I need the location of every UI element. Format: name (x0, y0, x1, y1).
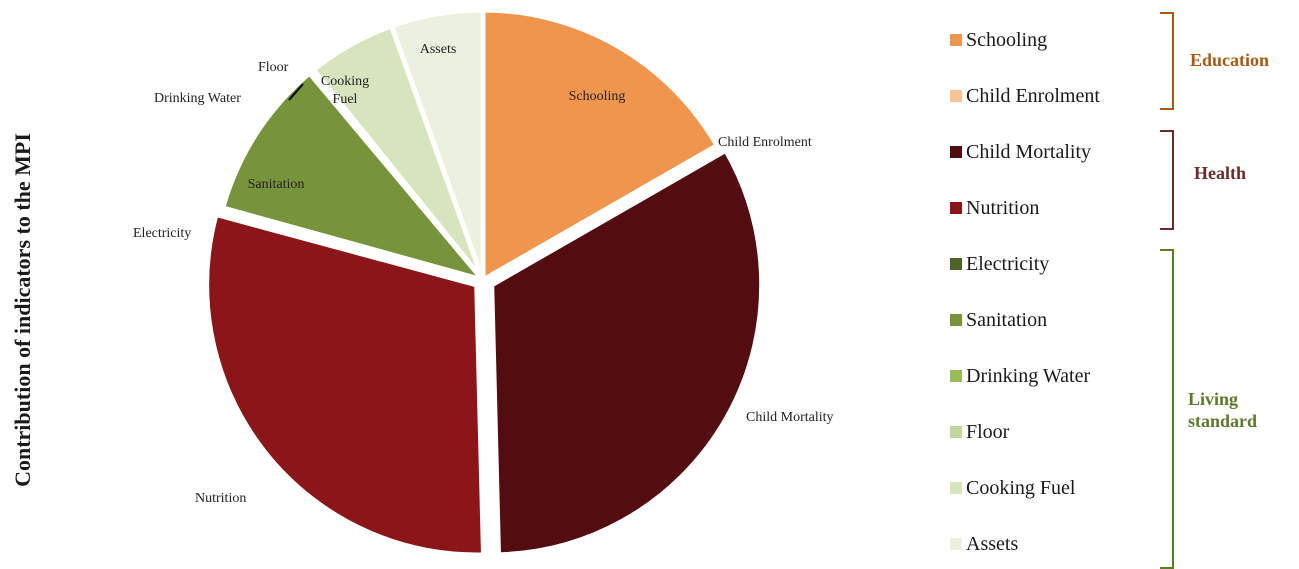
legend-label: Nutrition (966, 196, 1040, 219)
legend-item-sanitation: Sanitation (950, 305, 1047, 335)
group-label-living-standard: Living standard (1188, 389, 1258, 431)
legend-label: Child Mortality (966, 140, 1091, 163)
slice-label-drinking-water: Drinking Water (154, 91, 241, 106)
legend-swatch (950, 314, 962, 326)
group-label-education: Education (1190, 50, 1270, 70)
legend: Schooling Child Enrolment Child Mortality N… (950, 0, 1150, 565)
legend-swatch (950, 258, 962, 270)
legend-item-child-enrolment: Child Enrolment (950, 81, 1100, 111)
group-bracket-education (1160, 12, 1174, 110)
legend-label: Child Enrolment (966, 84, 1100, 107)
slice-label-cooking-fuel: Cooking Fuel (321, 74, 369, 107)
legend-item-assets: Assets (950, 529, 1018, 559)
legend-label: Sanitation (966, 308, 1048, 331)
slice-sanitation (219, 69, 491, 285)
slice-child-mortality (489, 146, 765, 558)
legend-item-electricity: Electricity (950, 249, 1049, 279)
legend-label: Floor (966, 420, 1010, 443)
slice-label-child-enrolment: Child Enrolment (718, 135, 812, 150)
legend-item-child-mortality: Child Mortality (950, 137, 1091, 167)
legend-swatch (950, 482, 962, 494)
group-bracket-health (1160, 130, 1174, 230)
slice-schooling (480, 7, 721, 285)
legend-item-schooling: Schooling (950, 25, 1047, 55)
pie-labels: Schooling Child Enrolment Child Mortality N… (133, 42, 834, 506)
legend-item-cooking-fuel: Cooking Fuel (950, 473, 1075, 503)
pie-slices (204, 7, 765, 558)
legend-swatch (950, 538, 962, 550)
slice-label-assets: Assets (420, 42, 457, 57)
slice-label-electricity: Electricity (133, 226, 191, 241)
leader-line (288, 83, 304, 101)
y-axis-title-text: Contribution of indicators to the MPI (10, 133, 35, 487)
slice-label-floor: Floor (258, 60, 289, 75)
legend-label: Drinking Water (966, 364, 1091, 387)
group-label-health: Health (1194, 163, 1246, 183)
slice-assets (388, 7, 486, 281)
legend-label: Assets (966, 532, 1019, 555)
legend-swatch (950, 426, 962, 438)
slice-label-schooling: Schooling (569, 89, 626, 104)
slice-label-child-mortality: Child Mortality (746, 410, 834, 425)
legend-label: Cooking Fuel (966, 476, 1076, 499)
legend-swatch (950, 202, 962, 214)
y-axis-title: Contribution of indicators to the MPI (10, 133, 35, 487)
legend-swatch (950, 370, 962, 382)
group-bracket-living-standard (1160, 249, 1174, 569)
legend-item-floor: Floor (950, 417, 1009, 447)
slice-label-sanitation: Sanitation (248, 177, 305, 192)
slice-label-nutrition: Nutrition (195, 491, 246, 506)
legend-swatch (950, 146, 962, 158)
legend-label: Electricity (966, 252, 1050, 275)
legend-swatch (950, 90, 962, 102)
slice-nutrition (204, 211, 487, 558)
legend-label: Schooling (966, 28, 1048, 51)
legend-swatch (950, 34, 962, 46)
legend-item-nutrition: Nutrition (950, 193, 1039, 223)
pie-chart: Schooling Child Enrolment Child Mortality N… (133, 7, 834, 558)
legend-item-drinking-water: Drinking Water (950, 361, 1090, 391)
